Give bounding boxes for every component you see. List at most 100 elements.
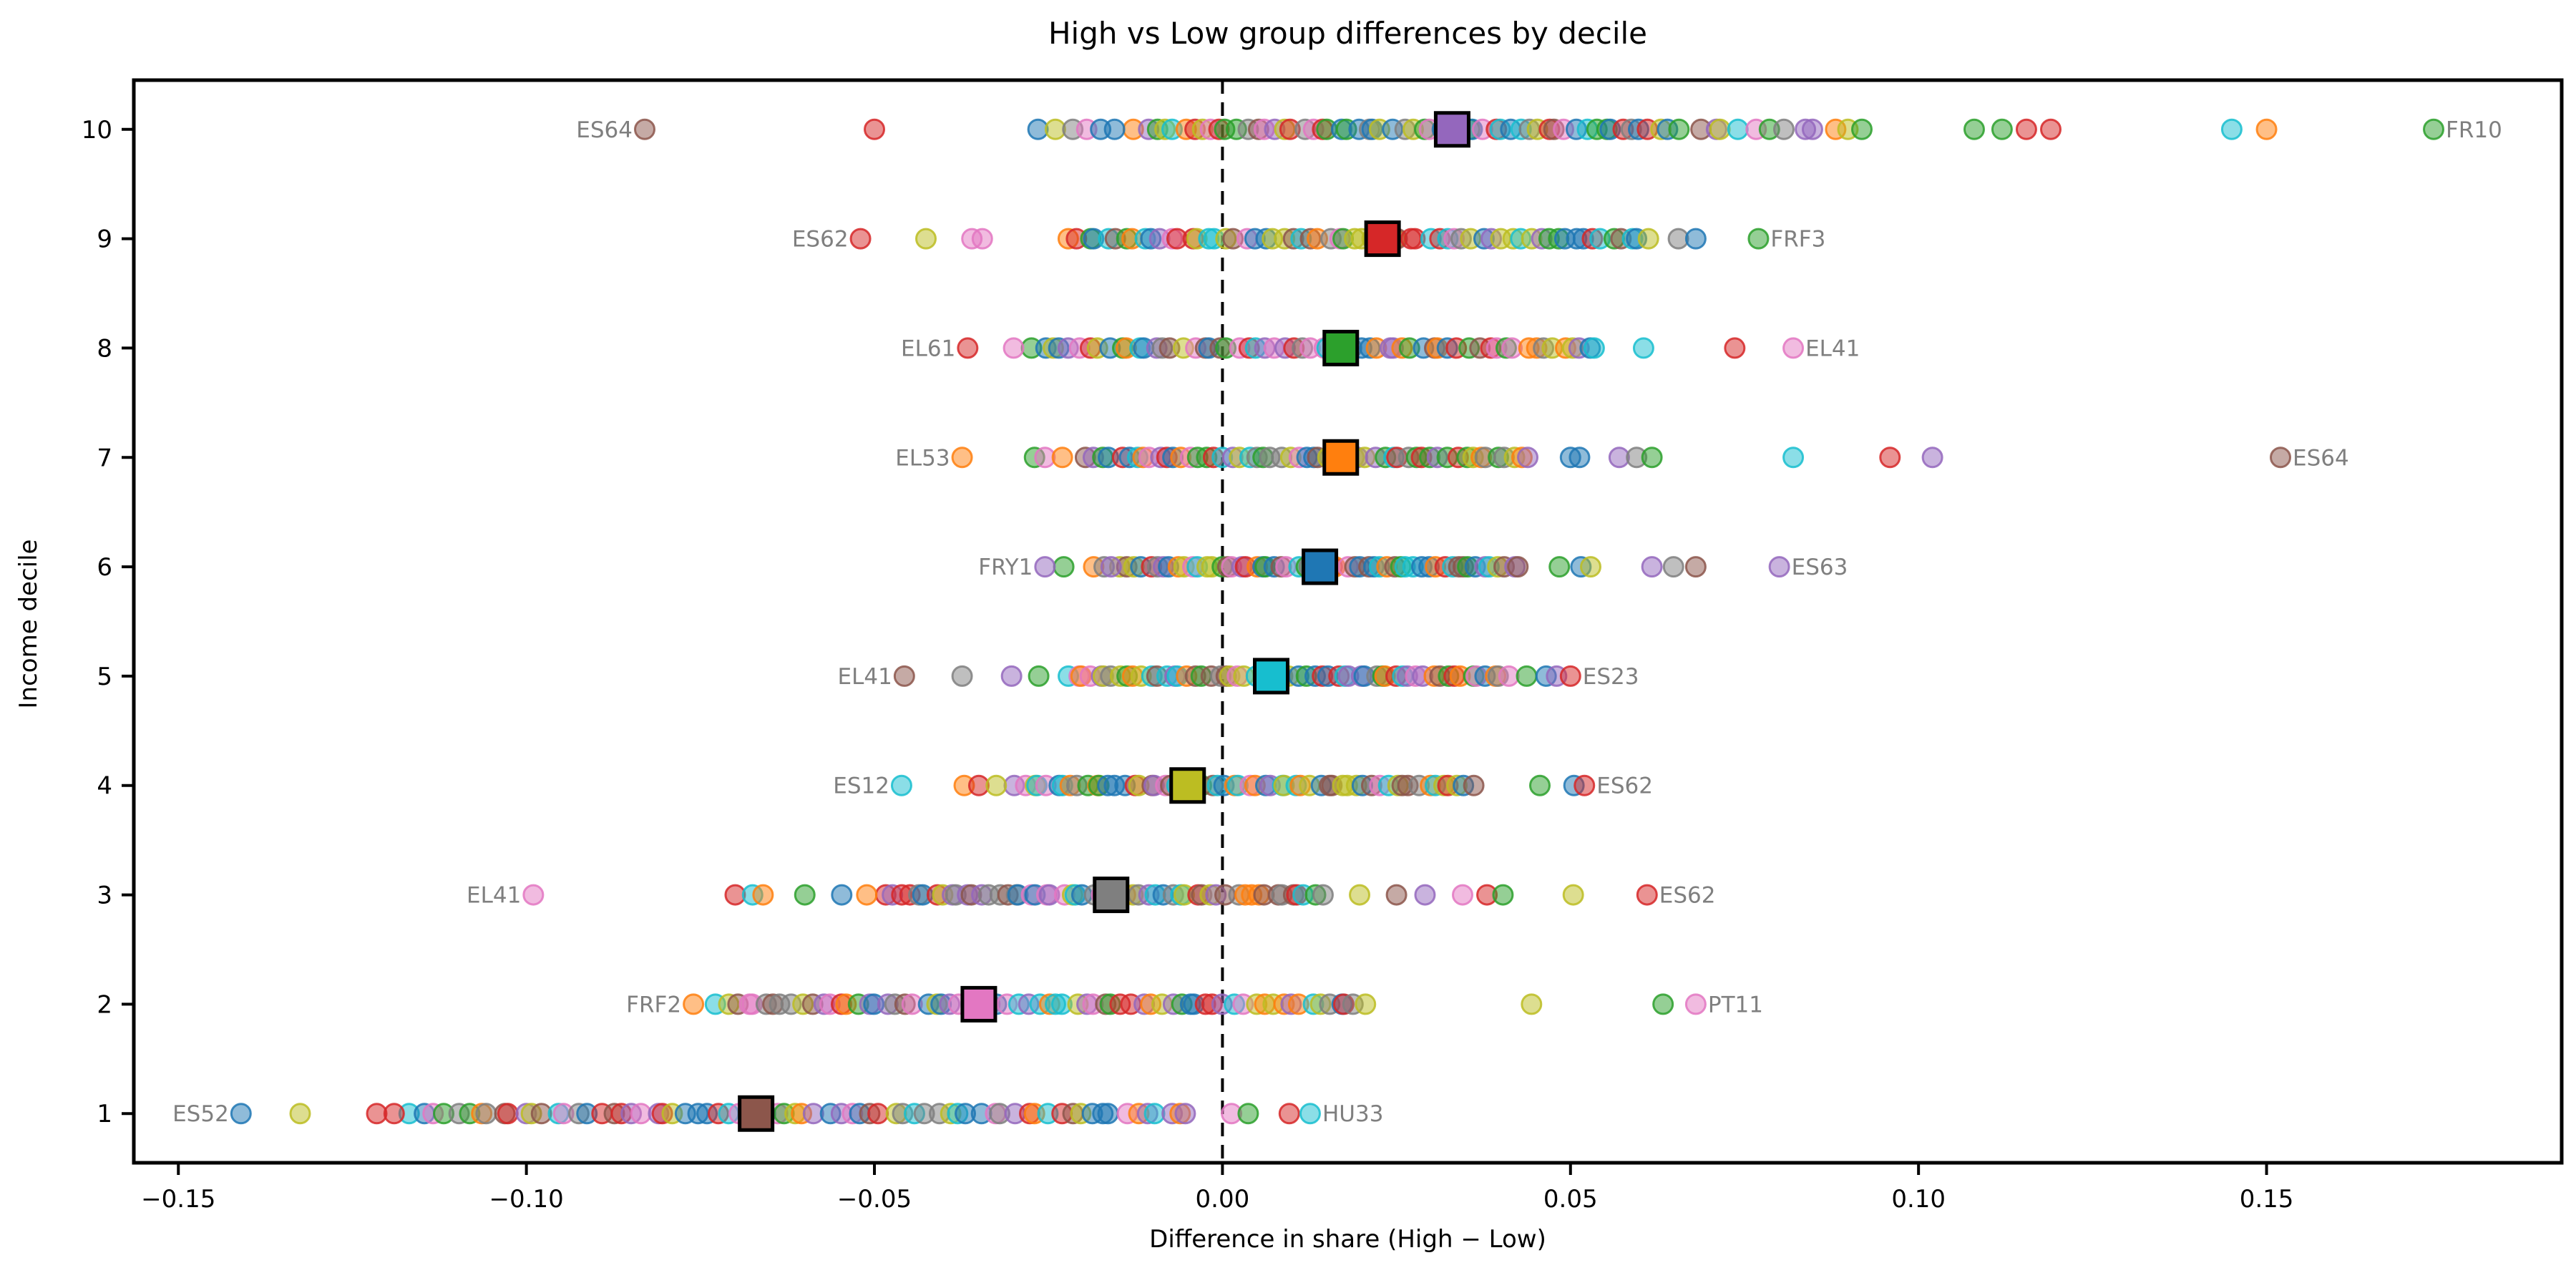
scatter-dot — [1684, 993, 1707, 1015]
outlier-label-ES12: ES12 — [833, 774, 889, 799]
scatter-dot — [1579, 556, 1601, 578]
scatter-dot — [1521, 993, 1543, 1015]
scatter-dot — [1662, 556, 1684, 578]
scatter-dot — [1583, 337, 1605, 359]
scatter-dot — [1528, 774, 1551, 796]
scatter-dot — [1278, 1103, 1300, 1125]
decile-row-3: EL41 ES62 — [467, 877, 1716, 914]
decile-row-6: FRY1 ES63 — [978, 548, 1848, 585]
scatter-dot — [1850, 118, 1873, 140]
x-tick-label: 0.10 — [1891, 1185, 1946, 1214]
scatter-dot — [1747, 228, 1770, 250]
scatter-dot — [1684, 228, 1707, 250]
outlier-label-ES64: ES64 — [2293, 445, 2349, 471]
scatter-dot — [1963, 118, 1985, 140]
scatter-dot — [1641, 447, 1663, 469]
scatter-dot — [475, 1103, 497, 1125]
x-tick-label: 0.00 — [1196, 1185, 1250, 1214]
axes-box — [132, 78, 2564, 1165]
outlier-label-ES62: ES62 — [1596, 774, 1653, 799]
scatter-dot — [1772, 118, 1795, 140]
outlier-label-FRF2: FRF2 — [626, 992, 681, 1018]
scatter-dot — [1727, 118, 1749, 140]
scatter-dot — [1103, 118, 1126, 140]
outlier-label-FR10: FR10 — [2446, 117, 2502, 143]
x-tick-label: −0.15 — [141, 1185, 215, 1214]
scatter-dot — [1574, 774, 1596, 796]
scatter-dot — [497, 1103, 519, 1125]
scatter-dot — [1507, 556, 1529, 578]
x-tick-label: 0.15 — [2240, 1185, 2294, 1214]
scatter-dot — [985, 774, 1008, 796]
scatter-dot — [1355, 993, 1377, 1015]
outlier-label-EL41: EL41 — [467, 883, 521, 909]
scatter-dot — [383, 1103, 405, 1125]
scatter-dot — [1498, 665, 1520, 687]
scatter-dot — [1051, 447, 1073, 469]
scatter-dot — [630, 1103, 652, 1125]
scatter-dot — [1237, 1103, 1259, 1125]
scatter-dot — [1414, 884, 1436, 906]
scatter-dot — [522, 884, 545, 906]
scatter-dot — [1385, 884, 1407, 906]
mean-marker-decile-6 — [1302, 548, 1339, 585]
scatter-dot — [1724, 337, 1746, 359]
y-tick-label: 7 — [97, 444, 112, 472]
outlier-label-EL53: EL53 — [895, 445, 950, 471]
x-tick-label: 0.05 — [1543, 1185, 1598, 1214]
decile-row-7: EL53 ES64 — [895, 439, 2349, 476]
scatter-dot — [1559, 665, 1581, 687]
scatter-dot — [1492, 884, 1514, 906]
scatter-dot — [2423, 118, 2445, 140]
scatter-dot — [230, 1103, 252, 1125]
y-tick-label: 8 — [97, 334, 112, 363]
scatter-dot — [1568, 447, 1591, 469]
scatter-dot — [1517, 447, 1539, 469]
scatter-dot — [1991, 118, 2013, 140]
outlier-label-EL61: EL61 — [901, 336, 955, 361]
x-axis: −0.15 −0.10 −0.05 0.00 0.05 0.10 0.15 — [141, 1163, 2293, 1214]
decile-row-1: ES52 HU33 — [172, 1095, 1383, 1132]
scatter-dot — [1782, 337, 1805, 359]
scatter-dot — [849, 228, 872, 250]
mean-marker-decile-9 — [1364, 220, 1401, 258]
scatter-dot — [1652, 993, 1674, 1015]
x-tick-label: −0.05 — [837, 1185, 912, 1214]
scatter-dot — [1174, 1103, 1196, 1125]
x-tick-label: −0.10 — [489, 1185, 564, 1214]
scatter-dot — [951, 447, 973, 469]
x-axis-label: Difference in share (High − Low) — [1149, 1225, 1546, 1254]
outlier-label-ES23: ES23 — [1583, 664, 1639, 690]
scatter-dot — [1028, 665, 1050, 687]
scatter-dot — [794, 884, 816, 906]
scatter-dot — [1053, 556, 1075, 578]
decile-row-9: ES62 FRF3 — [792, 220, 1825, 258]
scatter-dot — [1632, 337, 1654, 359]
outlier-label-FRF3: FRF3 — [1770, 227, 1825, 253]
y-tick-label: 10 — [82, 116, 112, 145]
scatter-dot — [893, 665, 915, 687]
scatter-dot — [2270, 447, 2292, 469]
chart-title: High vs Low group differences by decile — [1048, 16, 1648, 51]
mean-marker-decile-7 — [1322, 439, 1360, 476]
scatter-dot — [1768, 556, 1790, 578]
mean-marker-decile-2 — [960, 985, 997, 1023]
scatter-dot — [1463, 774, 1485, 796]
scatter-dot — [831, 884, 853, 906]
outlier-label-PT11: PT11 — [1708, 992, 1763, 1018]
scatter-dot — [1684, 556, 1707, 578]
scatter-dot — [864, 118, 886, 140]
scatter-dot — [1709, 118, 1731, 140]
decile-row-10: ES64 FR10 — [576, 111, 2502, 148]
scatter-dot — [683, 993, 705, 1015]
scatter-dot — [2220, 118, 2243, 140]
decile-row-8: EL61 EL41 — [901, 329, 1860, 366]
outlier-label-ES62: ES62 — [1659, 883, 1716, 909]
scatter-dot — [752, 884, 774, 906]
scatter-dot — [1516, 665, 1538, 687]
y-tick-label: 5 — [97, 663, 112, 691]
scatter-dot — [2255, 118, 2278, 140]
scatter-dot — [1921, 447, 1943, 469]
